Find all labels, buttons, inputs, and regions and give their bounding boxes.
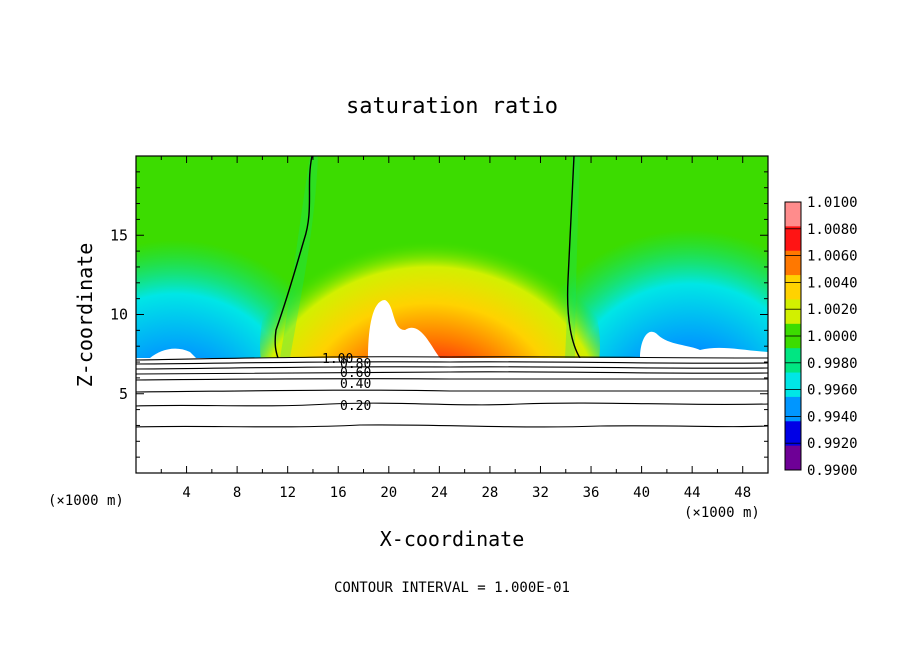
colorbar-label: 1.0000 [807, 329, 858, 345]
x-axis-ticks: 4 8 12 16 20 24 28 32 36 40 44 48 [160, 156, 751, 501]
contour-lines [135, 356, 769, 428]
y-tick-label: 5 [119, 385, 128, 403]
colorbar-swatch [785, 348, 801, 374]
x-tick-label: 32 [532, 485, 549, 501]
x-tick-label: 16 [330, 485, 347, 501]
colorbar-label: 1.0040 [807, 275, 858, 291]
x-tick-label: 28 [481, 485, 498, 501]
colorbar-swatch [785, 202, 801, 227]
contour-label-0.40: 0.40 [340, 377, 371, 392]
x-tick-label: 48 [734, 485, 751, 501]
x-tick-label: 36 [583, 485, 600, 501]
colorbar-label: 1.0100 [807, 195, 858, 211]
x-axis-label: X-coordinate [380, 527, 525, 551]
x-tick-label: 12 [279, 485, 296, 501]
colorbar-swatch [785, 299, 801, 325]
colorbar-label: 0.9940 [807, 409, 858, 425]
colorbar-swatch [785, 445, 801, 471]
contour-label-0.80: 0.80 [340, 357, 371, 372]
contour-label-0.60: 0.60 [340, 366, 371, 381]
colorbar-swatch [785, 226, 801, 252]
contour-label-1.00: 1.00 [322, 352, 353, 367]
y-axis-label: Z-coordinate [73, 243, 97, 388]
colorbar-swatch [785, 250, 801, 276]
colorbar-swatch [785, 396, 801, 422]
contour-label-0.20: 0.20 [340, 399, 371, 414]
x-tick-label: 24 [431, 485, 448, 501]
x-tick-label: 40 [633, 485, 650, 501]
colorbar-label: 0.9920 [807, 436, 858, 452]
colorbar-label: 1.0060 [807, 249, 858, 265]
saturation-field [136, 156, 768, 358]
colorbar-label: 0.9980 [807, 356, 858, 372]
chart-title: saturation ratio [346, 94, 558, 119]
supersaturated-core [260, 195, 600, 358]
saturation-contour-left [274, 156, 313, 358]
z-unit-label: (×1000 m) [48, 493, 124, 509]
x-tick-label: 8 [233, 485, 241, 501]
colorbar-swatch [785, 372, 801, 398]
y-tick-label: 10 [110, 306, 128, 324]
x-unit-label: (×1000 m) [684, 505, 760, 521]
colorbar-label: 1.0080 [807, 222, 858, 238]
colorbar-swatch [785, 275, 801, 300]
x-tick-label: 4 [182, 485, 190, 501]
y-axis-ticks: 5 10 15 [110, 171, 768, 458]
y-tick-label: 15 [110, 226, 128, 244]
colorbar-swatch [785, 421, 801, 447]
x-tick-label: 44 [684, 485, 701, 501]
colorbar-label: 0.9960 [807, 383, 858, 399]
colorbar-label: 1.0020 [807, 302, 858, 318]
colorbar-label: 0.9900 [807, 463, 858, 479]
contour-interval: CONTOUR INTERVAL = 1.000E-01 [334, 580, 570, 596]
x-tick-label: 20 [380, 485, 397, 501]
colorbar: 1.0100 1.0080 1.0060 1.0040 1.0020 1.0000 0.99… [784, 195, 858, 479]
right-cold-region [540, 170, 768, 358]
saturation-contour-right [566, 156, 581, 358]
